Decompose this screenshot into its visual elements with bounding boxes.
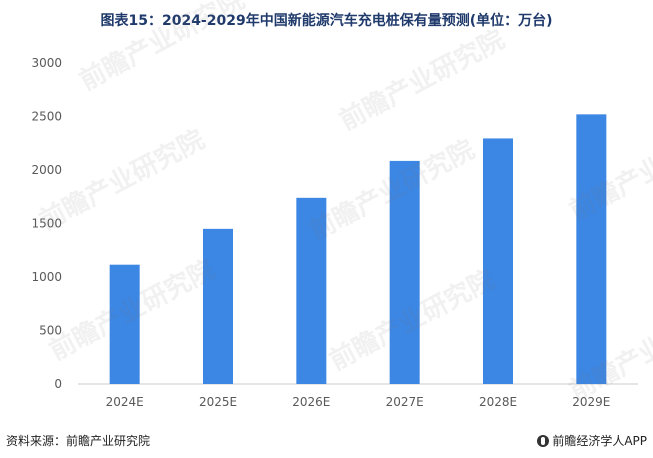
x-tick-label: 2027E [386,395,424,409]
y-tick-label: 2000 [31,163,62,177]
x-tick-label: 2029E [572,395,610,409]
x-tick-label: 2025E [199,395,237,409]
y-tick-label: 500 [39,324,62,338]
bar-2025E [203,228,233,384]
brand-logo-icon [537,434,550,447]
source-note: 资料来源：前瞻产业研究院 [6,434,151,448]
y-tick-label: 2500 [31,110,62,124]
bar-2028E [483,138,513,384]
y-tick-label: 1000 [31,270,62,284]
x-tick-label: 2026E [292,395,330,409]
bar-2029E [576,114,607,385]
x-tick-label: 2028E [479,395,517,409]
chart-title: 图表15：2024-2029年中国新能源汽车充电桩保有量预测(单位：万台) [100,13,553,29]
y-tick-label: 3000 [31,56,62,70]
y-tick-label: 1500 [31,217,62,231]
bar-2026E [296,197,327,384]
brand-credit: 前瞻经济学人APP [537,432,647,449]
brand-label: 前瞻经济学人APP [552,434,647,448]
x-tick-label: 2024E [106,395,144,409]
y-tick-label: 0 [54,377,62,391]
bar-2027E [389,160,420,384]
bar-2024E [109,264,140,384]
